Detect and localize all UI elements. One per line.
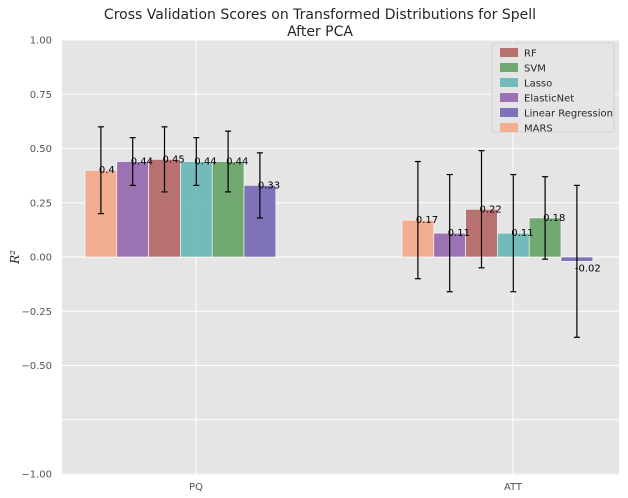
y-tick-label: 0.50 (30, 144, 52, 155)
y-tick-label: 0.75 (30, 90, 52, 101)
value-label: 0.18 (543, 213, 565, 224)
legend-swatch-mars (500, 123, 518, 132)
value-label: 0.11 (511, 228, 533, 239)
value-label: 0.44 (226, 157, 248, 168)
legend-swatch-svm (500, 63, 518, 72)
value-label: 0.44 (194, 157, 216, 168)
value-label: 0.44 (131, 157, 153, 168)
y-tick-label: 0.25 (30, 198, 52, 209)
y-tick-label: 0.00 (30, 253, 52, 264)
x-tick-label: PQ (189, 482, 203, 493)
chart-title-line1: Cross Validation Scores on Transformed D… (104, 7, 536, 23)
legend-label: Lasso (524, 79, 552, 90)
value-label: 0.17 (416, 215, 438, 226)
value-label: 0.4 (99, 165, 115, 176)
legend-swatch-linear-regression (500, 108, 518, 117)
chart-title-line2: After PCA (287, 24, 353, 40)
legend-swatch-elasticnet (500, 93, 518, 102)
x-tick-label: ATT (504, 482, 523, 493)
y-axis-label: R² (8, 250, 22, 265)
value-label: 0.45 (163, 154, 185, 165)
legend-label: Linear Regression (524, 109, 613, 120)
y-ticks: 1.00 0.75 0.50 0.25 0.00 −0.25 −0.50 −1.00 (21, 36, 52, 481)
legend-label: MARS (524, 124, 553, 135)
value-label: 0.33 (258, 180, 280, 191)
value-label: 0.11 (448, 228, 470, 239)
y-tick-label: 1.00 (30, 36, 52, 47)
value-labels: 0.4 0.17 0.44 0.11 0.45 0.22 0.44 0.11 0.44 0.18 0… (99, 154, 601, 274)
x-ticks: PQ ATT (189, 482, 523, 493)
value-label: -0.02 (575, 263, 601, 274)
legend-label: ElasticNet (524, 94, 574, 105)
y-tick-label: −0.50 (21, 361, 52, 372)
legend: RF SVM Lasso ElasticNet Linear Regression MAR… (491, 42, 615, 135)
error-bars (97, 126, 580, 338)
value-label: 0.22 (480, 204, 502, 215)
y-tick-label: −0.25 (21, 307, 52, 318)
legend-swatch-rf (500, 48, 518, 57)
legend-swatch-lasso (500, 78, 518, 87)
y-tick-label: −1.00 (21, 470, 52, 481)
legend-label: RF (524, 49, 537, 60)
legend-label: SVM (524, 64, 546, 75)
legend-frame (491, 42, 615, 133)
